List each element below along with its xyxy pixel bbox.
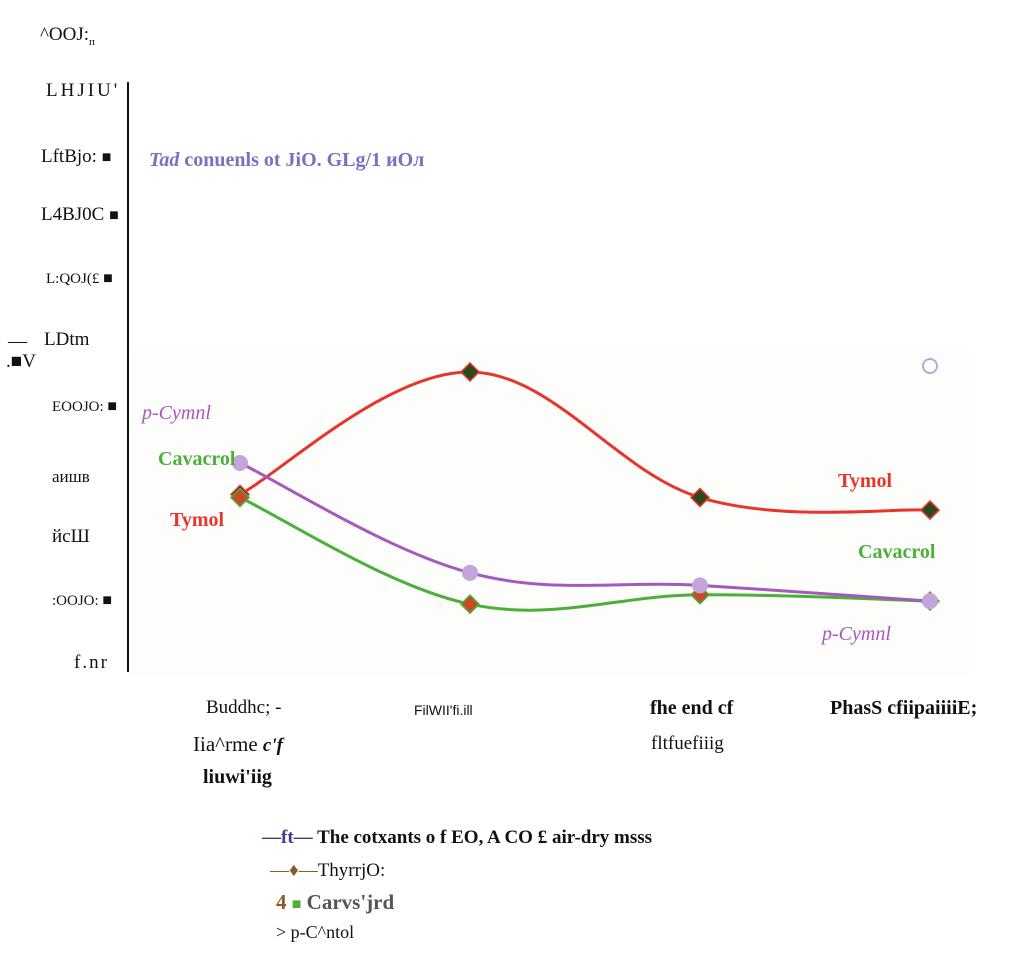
y-tick-label-text: LftBjo: (41, 146, 97, 167)
curve-label-pcymene-right: p-Cymnl (822, 623, 891, 645)
data-point-thymol (919, 500, 941, 521)
tick-marker-icon: ■ (107, 398, 118, 415)
series-line-carvacrol (239, 496, 931, 612)
y-tick-label: L4BJ0C ■ (41, 204, 119, 226)
legend-label: The cotxants o f EO, A CO £ air-dry msss (317, 827, 653, 848)
legend-entry-carvacrol: 4 ■ Carvs'jrd (276, 890, 394, 915)
faint-circle-marker (922, 358, 938, 374)
y-tick-label: LftBjo: ■ (41, 146, 111, 168)
top-label-sub: п (89, 35, 95, 48)
chart-title-italic: Tad (149, 149, 180, 171)
x-tick-label-4: PhasS cfiipaiiiiE; (830, 697, 978, 719)
data-point-pcymene (462, 564, 478, 581)
data-point-thymol (689, 487, 711, 508)
legend-number: 4 (276, 890, 287, 914)
y-tick-label: EOOJO: ■ (52, 398, 117, 416)
curve-label-pcymene-left: p-Cymnl (142, 402, 211, 424)
y-tick-label: L:QOJ(£ ■ (46, 270, 113, 288)
y-tick-label-text: L4BJ0C (41, 204, 105, 225)
y-tick-label: LDtm (44, 329, 90, 350)
curve-label-carvacrol-left: Cavacrol (158, 448, 236, 470)
axis-dash: — (8, 331, 27, 352)
y-tick-label: :OOJO: ■ (52, 592, 112, 610)
y-tick-label: аишв (52, 467, 90, 486)
legend-entry-thymol: —♦—ThyrrjO: (270, 860, 385, 882)
legend-label: Carvs'jrd (306, 890, 395, 914)
legend-line-icon: —ft— (262, 827, 313, 848)
x-tick-label-1b-italic: c'f (262, 735, 283, 756)
legend-diamond-icon: —♦— (270, 860, 318, 881)
data-point-carvacrol (229, 487, 251, 508)
tick-marker-icon: ■ (103, 270, 113, 287)
series-line-pcymene (239, 461, 931, 603)
y-tick-label: f.nr (74, 652, 109, 673)
x-tick-label-1b: Iia^rme c'f (193, 732, 283, 757)
curve-label-thymol-right: Tymol (838, 470, 893, 492)
x-tick-label-3: fhe end cf (650, 697, 734, 719)
data-point-thymol (459, 361, 481, 383)
legend-entry-pcymene: > p-C^ntol (276, 922, 354, 943)
legend-entry-contents: —ft— The cotxants o f EO, A CO £ air-dry… (262, 827, 652, 849)
y-tick-label: LHJIU' (46, 80, 121, 101)
top-label-text: ^OOJ: (40, 24, 90, 45)
x-tick-label-1c: liuwi'iig (203, 766, 272, 788)
y-tick-label-text: EOOJO: (52, 399, 104, 415)
curve-label-thymol-left: Tymol (170, 509, 225, 531)
y-tick-label-text: L:QOJ(£ (46, 271, 100, 287)
x-tick-label-1b-text: Iia^rme (193, 732, 258, 756)
x-tick-label-3b: fltfuefiiig (651, 733, 724, 754)
y-tick-label-text: :OOJO: (52, 593, 99, 609)
series-line-thymol (239, 370, 931, 514)
x-tick-label-1: Buddhc; - (206, 697, 282, 718)
legend-label: p-C^ntol (290, 922, 355, 942)
data-point-carvacrol (459, 594, 481, 615)
chart-title: Tad conuenls ot JiO. GLg/1 иОл (149, 149, 424, 172)
data-point-pcymene (232, 455, 248, 471)
axis-v-label: .■V (6, 351, 36, 372)
data-point-pcymene (692, 577, 708, 594)
top-label: ^OOJ:п (40, 24, 95, 48)
legend-arrow-icon: > (276, 922, 287, 942)
tick-marker-icon: ■ (102, 592, 113, 609)
chart-title-rest: conuenls ot JiO. GLg/1 иОл (184, 149, 425, 171)
series-layer (229, 361, 941, 615)
data-point-pcymene (922, 593, 938, 610)
tick-marker-icon: ■ (109, 207, 119, 224)
legend-label: ThyrrjO: (317, 860, 386, 881)
legend-square-icon: ■ (291, 896, 302, 913)
y-tick-label: йсШ (52, 526, 90, 547)
tick-marker-icon: ■ (101, 149, 112, 166)
curve-label-carvacrol-right: Cavacrol (858, 541, 936, 563)
x-tick-label-2: FilWII'fi.ill (414, 702, 473, 718)
